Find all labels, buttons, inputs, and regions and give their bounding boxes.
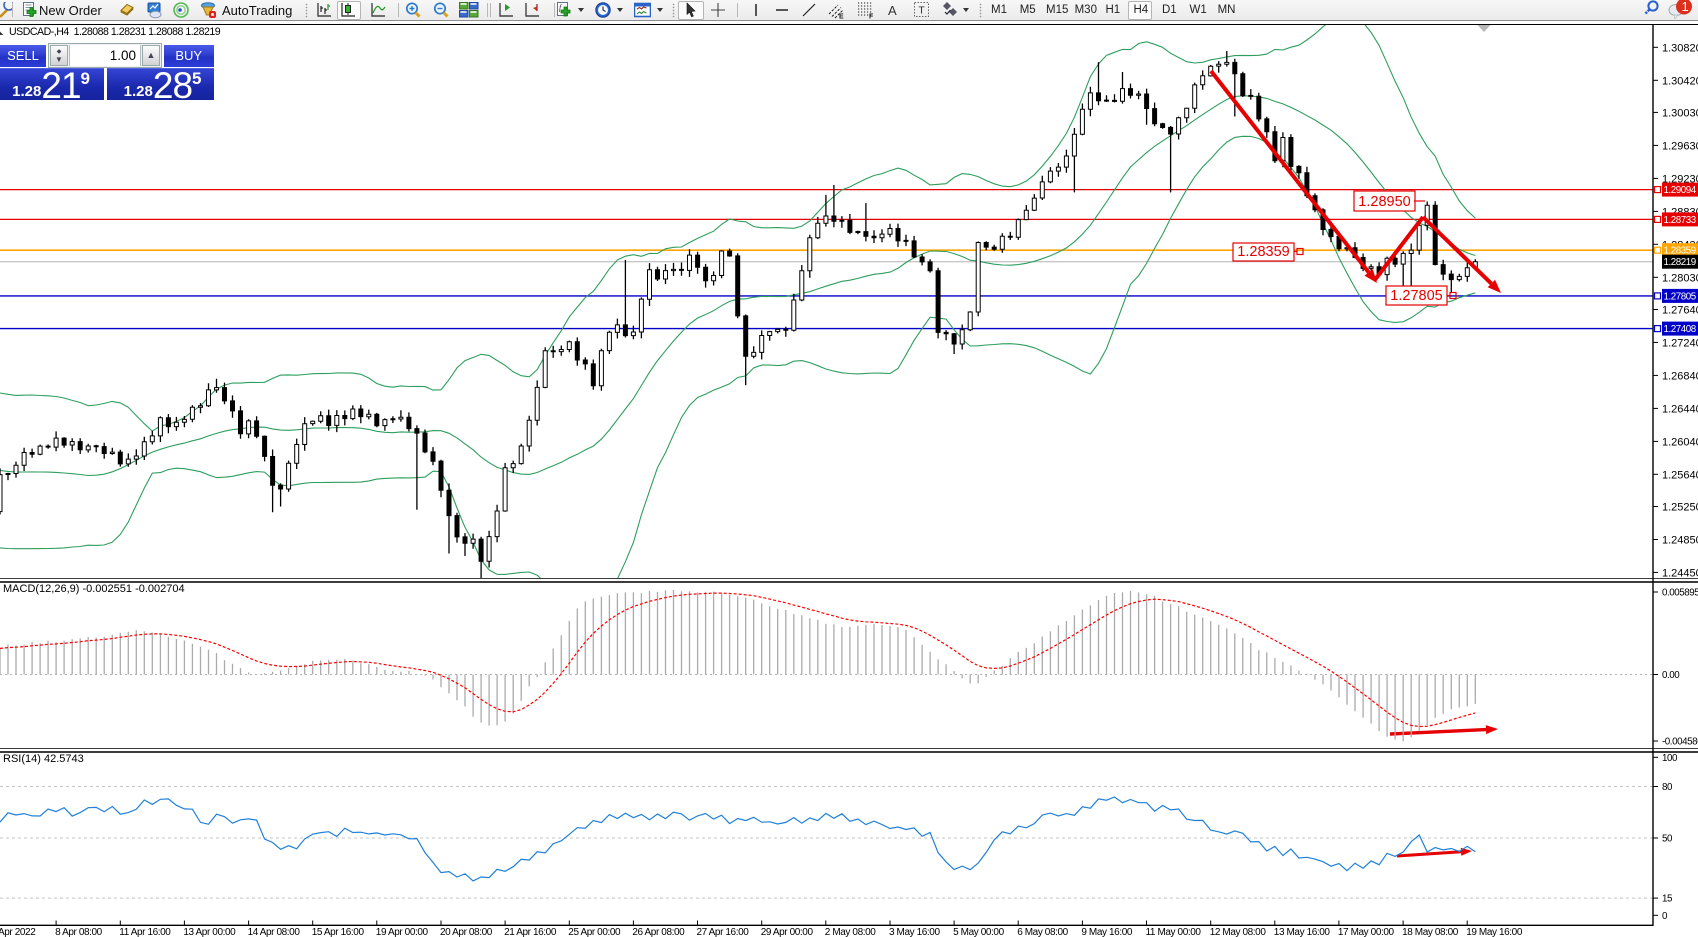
svg-text:12 May 08:00: 12 May 08:00 (1210, 927, 1267, 937)
svg-text:MACD(12,26,9) -0.002551 -0.002: MACD(12,26,9) -0.002551 -0.002704 (3, 583, 185, 595)
svg-text:1.28359: 1.28359 (1237, 244, 1289, 260)
svg-text:1.28359: 1.28359 (1664, 246, 1696, 257)
svg-text:1.26840: 1.26840 (1662, 370, 1698, 382)
svg-text:21 Apr 16:00: 21 Apr 16:00 (504, 927, 557, 937)
svg-text:1.30420: 1.30420 (1662, 75, 1698, 87)
svg-text:E: E (839, 14, 844, 21)
svg-text:1.28733: 1.28733 (1664, 215, 1697, 226)
svg-text:T: T (919, 6, 925, 17)
svg-text:f: f (559, 3, 563, 12)
svg-text:13 May 16:00: 13 May 16:00 (1274, 927, 1331, 937)
svg-text:RSI(14) 42.5743: RSI(14) 42.5743 (3, 753, 84, 765)
svg-text:1.28030: 1.28030 (1662, 272, 1698, 284)
svg-text:1.26440: 1.26440 (1662, 403, 1698, 415)
svg-text:20 Apr 08:00: 20 Apr 08:00 (440, 927, 493, 937)
svg-text:-0.004586: -0.004586 (1662, 737, 1698, 748)
svg-text:29 Apr 00:00: 29 Apr 00:00 (761, 927, 814, 937)
svg-text:1.27240: 1.27240 (1662, 337, 1698, 349)
svg-text:1.26040: 1.26040 (1662, 436, 1698, 448)
svg-text:1.29094: 1.29094 (1664, 185, 1697, 196)
svg-text:1.24450: 1.24450 (1662, 567, 1698, 579)
svg-text:100: 100 (1662, 753, 1678, 764)
svg-text:13 Apr 00:00: 13 Apr 00:00 (183, 927, 236, 937)
svg-text:25 Apr 00:00: 25 Apr 00:00 (568, 927, 621, 937)
svg-text:8 Apr 2022: 8 Apr 2022 (0, 927, 36, 937)
svg-text:2 May 08:00: 2 May 08:00 (825, 927, 876, 937)
svg-text:19 Apr 00:00: 19 Apr 00:00 (376, 927, 429, 937)
svg-text:1: 1 (1682, 0, 1689, 14)
svg-text:14 Apr 08:00: 14 Apr 08:00 (248, 927, 301, 937)
svg-text:1.27408: 1.27408 (1664, 324, 1697, 335)
svg-text:1.24850: 1.24850 (1662, 535, 1698, 547)
svg-text:1.30820: 1.30820 (1662, 42, 1698, 54)
svg-text:1.28950: 1.28950 (1358, 194, 1410, 210)
svg-text:0.00: 0.00 (1662, 670, 1680, 681)
svg-text:11 Apr 16:00: 11 Apr 16:00 (119, 927, 171, 937)
svg-text:3 May 16:00: 3 May 16:00 (889, 927, 940, 937)
svg-text:9 May 16:00: 9 May 16:00 (1081, 927, 1132, 937)
svg-text:1.29230: 1.29230 (1662, 173, 1698, 185)
svg-text:USDCAD-,H4 1.28088 1.28231 1.: USDCAD-,H4 1.28088 1.28231 1.28088 1.282… (9, 26, 221, 38)
svg-text:0.005895: 0.005895 (1662, 588, 1698, 599)
svg-text:0: 0 (1662, 911, 1668, 922)
svg-text:1.30030: 1.30030 (1662, 107, 1698, 119)
svg-text:1.28219: 1.28219 (1664, 257, 1696, 268)
svg-text:11 May 00:00: 11 May 00:00 (1146, 927, 1202, 937)
svg-text:5 May 00:00: 5 May 00:00 (953, 927, 1004, 937)
svg-text:6 May 08:00: 6 May 08:00 (1017, 927, 1068, 937)
svg-text:15: 15 (1662, 894, 1673, 905)
svg-text:26 Apr 08:00: 26 Apr 08:00 (632, 927, 685, 937)
svg-text:17 May 00:00: 17 May 00:00 (1338, 927, 1395, 937)
svg-text:1.27640: 1.27640 (1662, 305, 1698, 317)
svg-text:8 Apr 08:00: 8 Apr 08:00 (55, 927, 103, 937)
svg-text:18 May 08:00: 18 May 08:00 (1402, 927, 1459, 937)
svg-text:1.29630: 1.29630 (1662, 140, 1698, 152)
svg-text:1.27805: 1.27805 (1664, 291, 1697, 302)
svg-text:1.27805: 1.27805 (1390, 288, 1442, 304)
svg-text:1.25640: 1.25640 (1662, 469, 1698, 481)
svg-text:80: 80 (1662, 782, 1673, 793)
svg-text:15 Apr 16:00: 15 Apr 16:00 (312, 927, 365, 937)
svg-text:50: 50 (1662, 834, 1673, 845)
svg-text:F: F (869, 14, 874, 21)
svg-text:19 May 16:00: 19 May 16:00 (1466, 927, 1523, 937)
svg-text:1.25250: 1.25250 (1662, 502, 1698, 514)
svg-text:27 Apr 16:00: 27 Apr 16:00 (697, 927, 750, 937)
